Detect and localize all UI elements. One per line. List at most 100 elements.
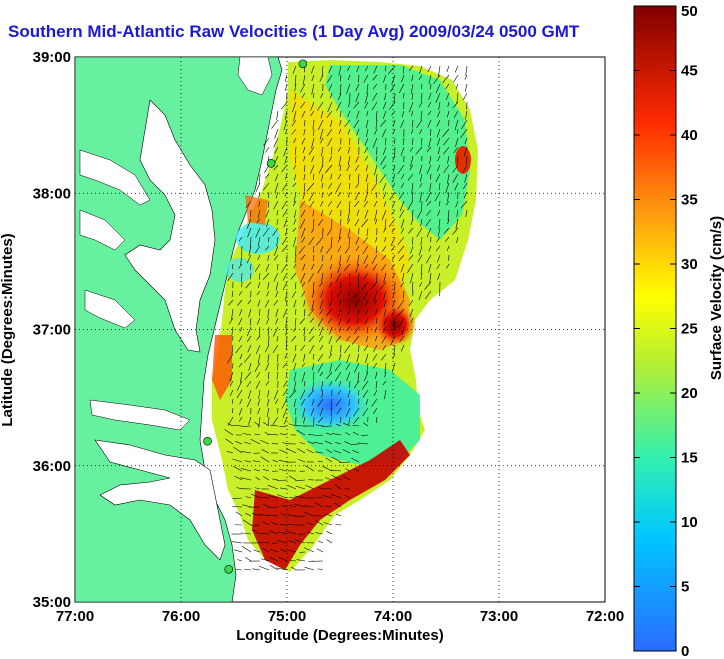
current-vector [465, 65, 468, 76]
current-vector [383, 74, 387, 83]
current-vector [383, 200, 387, 207]
current-vector [265, 263, 270, 272]
current-vector [303, 182, 306, 192]
current-vector [321, 146, 324, 157]
current-vector [324, 513, 333, 517]
current-vector [436, 263, 441, 270]
current-vector [281, 101, 288, 110]
current-vector [355, 263, 360, 273]
current-vector [428, 92, 432, 100]
current-vector [259, 326, 261, 337]
current-vector [294, 92, 297, 100]
current-vector [364, 92, 369, 104]
current-vector [410, 83, 414, 94]
current-vector [270, 424, 279, 427]
current-vector [278, 459, 288, 463]
current-vector [235, 344, 243, 354]
current-vector [425, 191, 432, 202]
current-vector [240, 532, 252, 535]
current-vector [338, 155, 342, 167]
current-vector [294, 155, 297, 164]
current-vector [398, 83, 405, 94]
current-vector [329, 209, 333, 216]
current-vector [320, 245, 324, 253]
current-vector [273, 164, 279, 171]
current-vector [412, 236, 414, 245]
current-vector [275, 308, 279, 317]
current-vector [397, 164, 405, 175]
current-vector [262, 521, 270, 526]
current-vector [267, 254, 270, 262]
current-vector [464, 83, 468, 92]
current-vector [364, 65, 369, 72]
current-vector [258, 541, 270, 544]
current-vector [271, 119, 279, 129]
current-vector [346, 164, 351, 172]
x-axis-label: Longitude (Degrees:Minutes) [236, 627, 444, 644]
current-vector [392, 362, 396, 373]
current-vector [453, 110, 459, 118]
current-vector [240, 254, 243, 265]
current-vector [353, 290, 360, 299]
current-vector [343, 422, 351, 427]
current-vector [246, 326, 252, 337]
current-vector [317, 362, 324, 373]
current-vector [347, 146, 351, 154]
current-vector [353, 407, 360, 417]
current-vector [333, 449, 342, 454]
current-vector [273, 254, 279, 261]
current-vector [407, 173, 414, 181]
current-vector [327, 137, 333, 147]
current-vector [326, 539, 333, 544]
current-vector [231, 344, 234, 355]
current-vector [387, 65, 396, 75]
current-vector [445, 92, 450, 101]
current-vector [352, 450, 360, 454]
current-vector [319, 371, 324, 377]
current-vector [312, 380, 315, 391]
current-vector [435, 92, 441, 103]
current-vector [398, 317, 405, 328]
current-vector [424, 281, 432, 290]
current-vector [363, 200, 369, 208]
current-vector [326, 128, 333, 137]
current-vector [443, 146, 450, 155]
current-vector [355, 245, 360, 251]
current-vector [366, 227, 369, 237]
current-vector [276, 218, 279, 225]
current-vector [265, 380, 270, 386]
current-vector [231, 263, 234, 270]
current-vector [382, 182, 387, 191]
current-vector [231, 335, 234, 342]
current-vector [276, 371, 279, 380]
current-vector [376, 110, 378, 121]
current-vector [336, 513, 342, 517]
current-vector [400, 182, 405, 189]
current-vector [276, 479, 288, 482]
current-vector [374, 128, 378, 135]
current-vector [320, 92, 324, 99]
current-vector [445, 236, 450, 242]
current-vector [400, 119, 405, 128]
current-vector [447, 110, 450, 118]
colorbar-tick-label: 5 [681, 579, 689, 596]
current-vector [267, 308, 270, 318]
current-vector [321, 272, 324, 282]
current-vector [347, 209, 351, 221]
current-vector [437, 155, 441, 162]
current-vector [268, 495, 279, 499]
current-vector [267, 389, 270, 398]
colorbar-ticks: 0 5 10 15 20 25 30 35 40 45 50 [634, 3, 698, 659]
current-vector [300, 254, 306, 261]
current-vector [372, 83, 378, 90]
current-vector [429, 182, 432, 192]
current-vector [284, 83, 288, 91]
current-vector [294, 308, 297, 315]
current-vector [238, 236, 243, 242]
current-vector [375, 317, 378, 324]
current-vector [321, 389, 324, 398]
current-vector [365, 119, 369, 129]
current-vector [294, 281, 297, 290]
current-vector [330, 493, 342, 499]
current-vector [411, 191, 414, 202]
